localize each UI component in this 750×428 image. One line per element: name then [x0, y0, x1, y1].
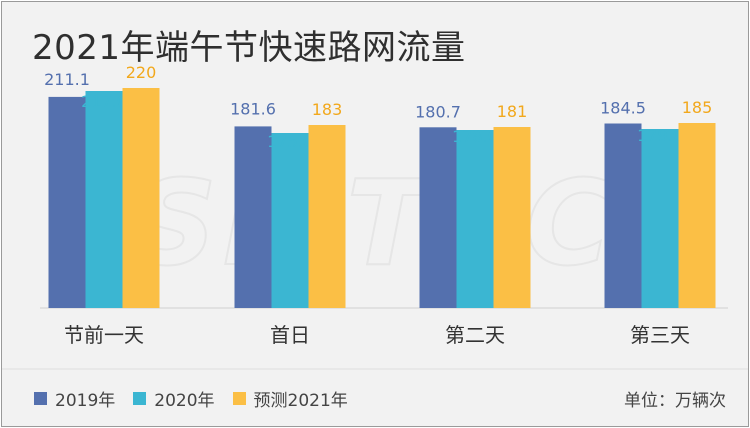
page-title: 2021年端午节快速路网流量 — [32, 28, 466, 68]
legend-swatch-2019 — [34, 392, 47, 405]
bar-2020-1 — [271, 133, 309, 308]
category-label-2: 第二天 — [445, 323, 505, 347]
category-label-3: 第三天 — [630, 323, 690, 347]
watermark-text: SMTCC — [132, 154, 618, 292]
legend-label-2020: 2020年 — [154, 391, 215, 411]
data-label-2021-0: 220 — [126, 63, 157, 82]
legend: 2019年 2020年 预测2021年 — [34, 386, 366, 411]
category-label-1: 首日 — [270, 323, 310, 347]
legend-swatch-2021 — [232, 392, 246, 405]
category-label-0: 节前一天 — [64, 323, 144, 347]
bar-2021-2 — [493, 127, 531, 308]
legend-item-2019: 2019年 — [34, 386, 115, 411]
data-label-2021-3: 185 — [682, 98, 713, 117]
data-label-2021-2: 181 — [497, 102, 528, 121]
data-label-2020-1: 175.0 — [267, 132, 313, 151]
legend-swatch-2020 — [133, 392, 147, 405]
data-label-2019-0: 211.1 — [44, 70, 90, 89]
bar-2019-2 — [419, 127, 457, 308]
unit-label: 单位：万辆次 — [624, 391, 726, 411]
bar-2021-0 — [122, 88, 160, 308]
bar-2020-3 — [641, 129, 679, 308]
bar-2019-1 — [234, 126, 272, 309]
data-label-2020-0: 217.0 — [81, 92, 127, 111]
data-label-2019-2: 180.7 — [415, 102, 461, 121]
data-label-2021-1: 183 — [312, 100, 343, 119]
data-label-2020-2: 178.0 — [452, 127, 498, 146]
bar-2019-3 — [604, 123, 642, 308]
data-label-2019-3: 184.5 — [600, 99, 646, 118]
legend-item-2021: 预测2021年 — [232, 386, 348, 411]
bar-2021-3 — [678, 123, 716, 308]
legend-label-2019: 2019年 — [55, 391, 116, 411]
legend-item-2020: 2020年 — [133, 386, 215, 411]
data-label-2019-1: 181.6 — [230, 99, 276, 118]
bar-2020-0 — [85, 91, 123, 308]
bar-2021-1 — [308, 125, 346, 308]
data-label-2020-3: 179.0 — [637, 126, 683, 145]
bar-2019-0 — [48, 96, 86, 309]
bar-2020-2 — [456, 130, 494, 308]
legend-label-2021: 预测2021年 — [253, 391, 348, 411]
